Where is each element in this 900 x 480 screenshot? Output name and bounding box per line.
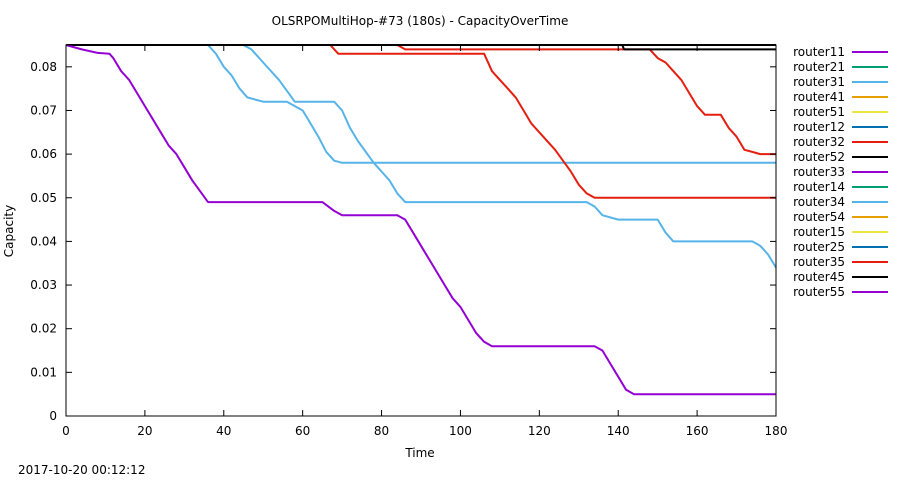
legend-label-router34: router34 <box>793 195 845 209</box>
x-tick-label: 40 <box>216 424 231 438</box>
legend-label-router11: router11 <box>793 45 845 59</box>
y-tick-label: 0.07 <box>30 103 57 117</box>
y-axis-label: Capacity <box>2 205 16 257</box>
x-tick-label: 140 <box>607 424 630 438</box>
series-line-router32 <box>66 44 776 156</box>
legend-label-router33: router33 <box>793 165 845 179</box>
y-tick-label: 0 <box>49 409 57 423</box>
legend-label-router51: router51 <box>793 105 845 119</box>
x-tick-label: 60 <box>295 424 310 438</box>
x-axis-label: Time <box>404 446 434 460</box>
legend-label-router14: router14 <box>793 180 845 194</box>
series-line-router35 <box>66 44 776 199</box>
series-line-router31 <box>66 44 776 164</box>
x-tick-label: 20 <box>137 424 152 438</box>
legend-label-router35: router35 <box>793 255 845 269</box>
axes: 0 20 40 60 80 100 120 140 160 180 0 0.01 0.02 0.03 0.0… <box>30 44 788 438</box>
legend-label-router54: router54 <box>793 210 845 224</box>
chart-title: OLSRPOMultiHop-#73 (180s) - CapacityOver… <box>272 14 569 28</box>
timestamp-footer: 2017-10-20 00:12:12 <box>18 463 146 477</box>
x-tick-label: 120 <box>528 424 551 438</box>
legend-label-router21: router21 <box>793 60 845 74</box>
y-tick-label: 0.08 <box>30 60 57 74</box>
legend-label-router55: router55 <box>793 285 845 299</box>
series-line-router55 <box>65 44 776 396</box>
series-line-router34 <box>66 44 777 269</box>
y-tick-label: 0.03 <box>30 278 57 292</box>
y-tick-label: 0.06 <box>30 147 57 161</box>
legend-label-router32: router32 <box>793 135 845 149</box>
legend-label-router45: router45 <box>793 270 845 284</box>
legend-label-router25: router25 <box>793 240 845 254</box>
legend: router11router21router31router41router51… <box>793 45 888 299</box>
x-tick-label: 160 <box>686 424 709 438</box>
y-tick-label: 0.02 <box>30 322 57 336</box>
plot-area <box>65 44 777 396</box>
x-tick-label: 0 <box>62 424 70 438</box>
y-tick-label: 0.04 <box>30 234 57 248</box>
y-tick-label: 0.01 <box>30 365 57 379</box>
legend-label-router12: router12 <box>793 120 845 134</box>
x-tick-label: 80 <box>374 424 389 438</box>
legend-label-router15: router15 <box>793 225 845 239</box>
legend-label-router52: router52 <box>793 150 845 164</box>
y-tick-label: 0.05 <box>30 191 57 205</box>
plot-frame <box>65 44 777 417</box>
x-tick-label: 180 <box>765 424 788 438</box>
x-tick-label: 100 <box>449 424 472 438</box>
legend-label-router41: router41 <box>793 90 845 104</box>
legend-label-router31: router31 <box>793 75 845 89</box>
